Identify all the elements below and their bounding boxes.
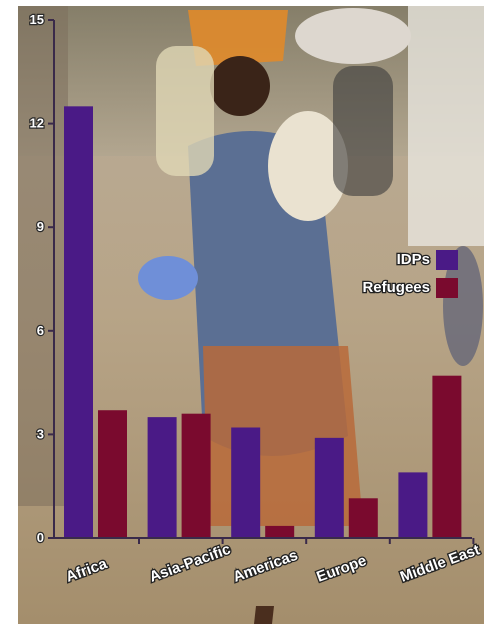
- x-category-label: Middle East: [398, 541, 482, 585]
- legend-swatch: [436, 278, 458, 298]
- bar-idps-africa: [64, 106, 93, 538]
- bar-refugees-europe: [348, 498, 378, 538]
- y-tick-label: 9: [37, 219, 44, 234]
- bar-refugees-africa: [98, 410, 127, 538]
- legend-swatch: [436, 250, 458, 270]
- x-category-label: Africa: [64, 555, 110, 586]
- y-tick-label: 12: [30, 116, 44, 131]
- bar-refugees-middle-east: [432, 375, 462, 538]
- y-tick-label: 0: [37, 530, 44, 545]
- legend-label: IDPs: [397, 251, 430, 268]
- background-photo: [18, 6, 484, 624]
- legend-label: Refugees: [362, 279, 430, 296]
- x-category-label: Europe: [314, 552, 368, 586]
- y-tick-label: 6: [37, 323, 44, 338]
- bar-refugees-americas: [265, 525, 295, 538]
- y-tick-label: 3: [37, 426, 44, 441]
- bar-idps-americas: [231, 427, 261, 538]
- bar-idps-europe: [314, 437, 344, 538]
- x-category-label: Asia-Pacific: [147, 541, 233, 586]
- bar-refugees-asia-pacific: [181, 413, 211, 538]
- y-tick-label: 15: [30, 12, 44, 27]
- x-category-label: Americas: [231, 547, 300, 586]
- bar-idps-middle-east: [398, 472, 428, 538]
- bar-idps-asia-pacific: [147, 417, 177, 538]
